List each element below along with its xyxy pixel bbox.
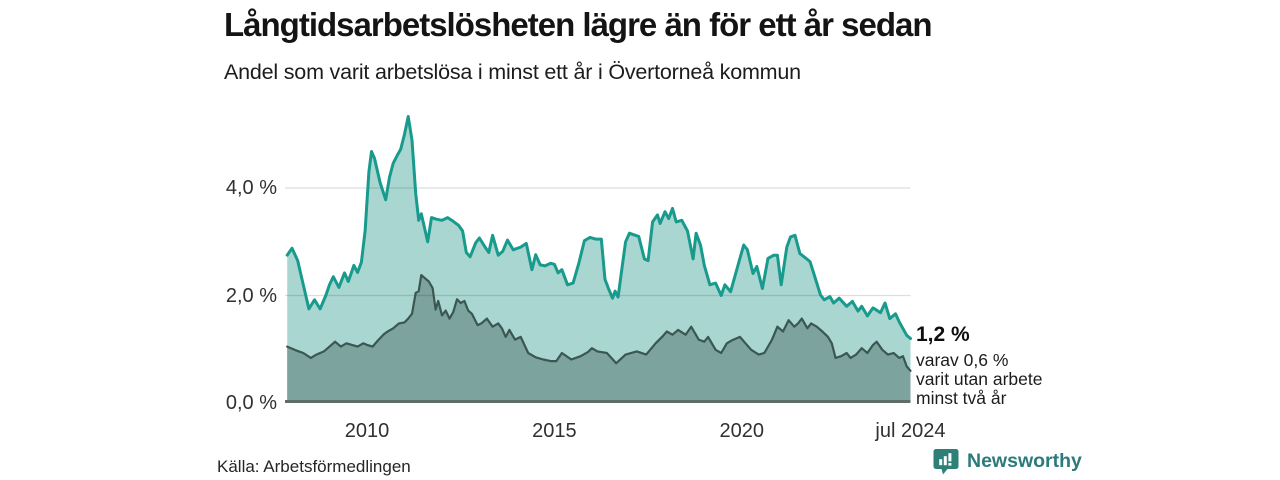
newsworthy-logo[interactable]: Newsworthy <box>933 448 1082 475</box>
logo-bar-medium <box>943 456 947 466</box>
endpoint-annotation: 1,2 % varav 0,6 % varit utan arbete mins… <box>916 323 1106 408</box>
y-tick-4: 4,0 % <box>225 177 277 199</box>
x-tick-2020: 2020 <box>719 420 765 442</box>
series-1-line <box>285 115 912 340</box>
annotation-line-3: minst två år <box>916 388 1007 408</box>
newsworthy-logo-icon <box>933 449 959 475</box>
annotation-line-1: varav 0,6 % <box>916 350 1009 370</box>
chart-subtitle: Andel som varit arbetslösa i minst ett å… <box>224 60 801 84</box>
source-note: Källa: Arbetsförmedlingen <box>217 457 411 476</box>
logo-bar-small <box>939 459 943 466</box>
series-2-area <box>287 275 911 403</box>
x-tick-2010: 2010 <box>344 420 390 442</box>
annotation-line-2: varit utan arbete <box>916 369 1043 389</box>
y-tick-2: 2,0 % <box>225 284 277 307</box>
annotation-value: 1,2 % <box>916 323 970 346</box>
series-2-line <box>286 274 912 372</box>
x-tick-2015: 2015 <box>532 420 577 442</box>
chart-title: Långtidsarbetslösheten lägre än för ett … <box>224 6 933 43</box>
series-1-area <box>287 116 911 403</box>
newsworthy-logo-text: Newsworthy <box>967 450 1082 472</box>
y-tick-0: 0,0 % <box>225 392 277 414</box>
logo-exclamation-dot <box>948 463 952 466</box>
logo-bar-tall <box>948 453 952 462</box>
x-tick-jul-2024: jul 2024 <box>875 420 946 442</box>
